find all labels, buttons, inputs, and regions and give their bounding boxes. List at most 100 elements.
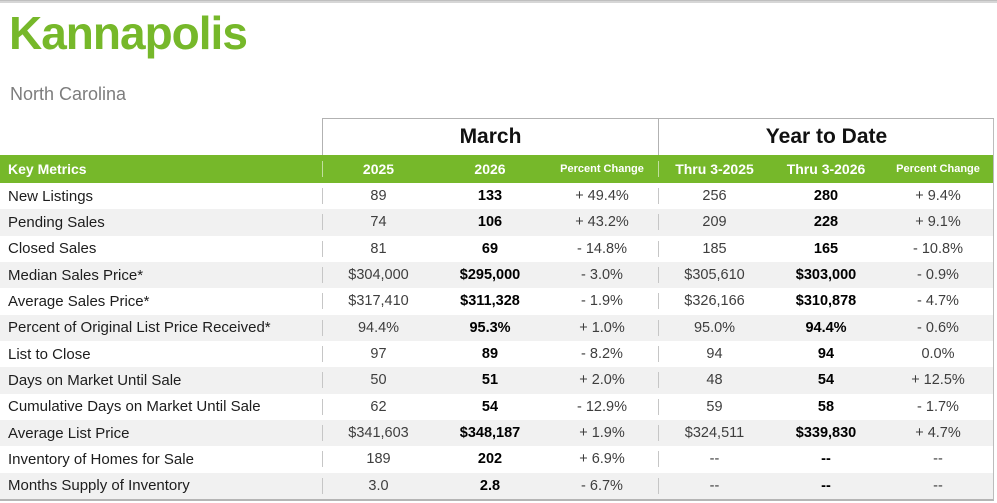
ytd-percent-change: - 4.7% <box>917 293 959 310</box>
ytd-prev-year-value: -- <box>658 451 770 468</box>
ytd-percent-change: - 0.9% <box>917 267 959 284</box>
ytd-current-year-value: 94 <box>817 346 835 363</box>
ytd-percent-change: + 12.5% <box>911 372 965 389</box>
ytd-prev-year-value: 94 <box>658 346 770 363</box>
ytd-current-year-value: 58 <box>817 398 835 415</box>
ytd-prev-year-value: 185 <box>658 240 770 257</box>
march-current-year-value: 2.8 <box>479 477 501 494</box>
key-metrics-table: March Year to Date Key Metrics 2025 2026… <box>0 118 994 501</box>
column-group-header-row: March Year to Date <box>0 118 994 155</box>
march-percent-change: + 6.9% <box>579 451 625 468</box>
column-header-march-2026: 2026 <box>474 161 506 177</box>
march-prev-year-value: 94.4% <box>322 319 434 336</box>
table-body: New Listings 89 133 + 49.4% 256 280 + 9.4% Pend… <box>0 183 993 499</box>
march-current-year-value: 89 <box>481 346 499 363</box>
column-group-year-to-date: Year to Date <box>658 118 994 155</box>
ytd-prev-year-value: 48 <box>658 372 770 389</box>
march-current-year-value: 202 <box>477 451 503 468</box>
metric-label: New Listings <box>8 187 94 205</box>
table-row: Median Sales Price* $304,000 $295,000 - 3.0… <box>0 261 993 289</box>
ytd-current-year-value: 54 <box>817 372 835 389</box>
column-header-march-2025: 2025 <box>322 161 434 177</box>
metric-label: Median Sales Price* <box>8 266 144 284</box>
march-percent-change: + 1.0% <box>579 319 625 336</box>
ytd-current-year-value: 280 <box>813 188 839 205</box>
ytd-percent-change: - 0.6% <box>917 319 959 336</box>
column-header-ytd-2025: Thru 3-2025 <box>658 161 770 177</box>
march-percent-change: - 6.7% <box>581 477 623 494</box>
ytd-percent-change: + 4.7% <box>915 425 961 442</box>
table-row: Cumulative Days on Market Until Sale 62 54… <box>0 393 993 420</box>
march-percent-change: - 3.0% <box>581 267 623 284</box>
march-current-year-value: $348,187 <box>459 425 521 442</box>
march-prev-year-value: 189 <box>322 451 434 468</box>
march-prev-year-value: 97 <box>322 346 434 363</box>
ytd-current-year-value: 228 <box>813 214 839 231</box>
march-current-year-value: 106 <box>477 214 503 231</box>
ytd-percent-change: 0.0% <box>921 346 955 363</box>
table-row: List to Close 97 89 - 8.2% 94 94 0.0% <box>0 340 993 368</box>
march-percent-change: - 14.8% <box>577 240 627 257</box>
ytd-percent-change: - 1.7% <box>917 398 959 415</box>
ytd-prev-year-value: $305,610 <box>658 267 770 284</box>
march-current-year-value: 133 <box>477 188 503 205</box>
metric-label: Closed Sales <box>8 240 97 258</box>
metric-label: Average Sales Price* <box>8 292 150 310</box>
march-prev-year-value: $304,000 <box>322 267 434 284</box>
top-divider <box>0 0 997 3</box>
metric-label: List to Close <box>8 345 91 363</box>
march-prev-year-value: 3.0 <box>322 477 434 494</box>
ytd-prev-year-value: 256 <box>658 188 770 205</box>
march-percent-change: + 2.0% <box>579 372 625 389</box>
table-row: New Listings 89 133 + 49.4% 256 280 + 9.4% <box>0 183 993 210</box>
table-row: Pending Sales 74 106 + 43.2% 209 228 + 9.1% <box>0 209 993 236</box>
metric-label: Months Supply of Inventory <box>8 477 190 495</box>
metric-label: Inventory of Homes for Sale <box>8 450 194 468</box>
ytd-percent-change: - 10.8% <box>913 240 963 257</box>
ytd-prev-year-value: 95.0% <box>658 319 770 336</box>
ytd-percent-change: + 9.4% <box>915 188 961 205</box>
table-row: Average List Price $341,603 $348,187 + 1.9%… <box>0 419 993 447</box>
march-percent-change: + 49.4% <box>575 188 629 205</box>
table-row: Inventory of Homes for Sale 189 202 + 6.9% -… <box>0 446 993 473</box>
march-prev-year-value: 62 <box>322 398 434 415</box>
ytd-prev-year-value: -- <box>658 477 770 494</box>
march-current-year-value: 69 <box>481 240 499 257</box>
metric-label: Cumulative Days on Market Until Sale <box>8 398 261 416</box>
table-corner-spacer <box>0 118 322 155</box>
column-header-ytd-percent-change: Percent Change <box>896 163 980 175</box>
ytd-current-year-value: -- <box>821 477 831 494</box>
column-header-row: Key Metrics 2025 2026 Percent Change Thr… <box>0 155 993 183</box>
march-current-year-value: 54 <box>481 398 499 415</box>
table-row: Closed Sales 81 69 - 14.8% 185 165 - 10.8% <box>0 235 993 262</box>
march-percent-change: + 1.9% <box>579 425 625 442</box>
key-metrics-header: Key Metrics <box>8 161 87 177</box>
page-title: Kannapolis <box>9 7 248 59</box>
march-percent-change: + 43.2% <box>575 214 629 231</box>
march-current-year-value: 95.3% <box>469 319 511 336</box>
ytd-current-year-value: $339,830 <box>795 425 857 442</box>
ytd-current-year-value: -- <box>821 451 831 468</box>
ytd-prev-year-value: 209 <box>658 214 770 231</box>
march-percent-change: - 8.2% <box>581 346 623 363</box>
march-percent-change: - 12.9% <box>577 398 627 415</box>
ytd-current-year-value: $303,000 <box>795 267 857 284</box>
march-prev-year-value: 74 <box>322 214 434 231</box>
ytd-current-year-value: 94.4% <box>805 319 847 336</box>
march-current-year-value: 51 <box>481 372 499 389</box>
ytd-percent-change: + 9.1% <box>915 214 961 231</box>
ytd-current-year-value: $310,878 <box>795 293 857 310</box>
march-prev-year-value: 81 <box>322 240 434 257</box>
ytd-prev-year-value: 59 <box>658 398 770 415</box>
table-row: Months Supply of Inventory 3.0 2.8 - 6.7% --… <box>0 472 993 499</box>
column-header-ytd-2026: Thru 3-2026 <box>786 161 866 177</box>
table-row: Average Sales Price* $317,410 $311,328 - 1.… <box>0 288 993 315</box>
march-current-year-value: $295,000 <box>459 267 521 284</box>
table-row: Percent of Original List Price Received*… <box>0 314 993 341</box>
march-current-year-value: $311,328 <box>460 293 520 310</box>
march-prev-year-value: $341,603 <box>322 425 434 442</box>
page-subtitle: North Carolina <box>10 84 127 104</box>
table-row: Days on Market Until Sale 50 51 + 2.0% 48 54 +… <box>0 367 993 394</box>
metric-label: Average List Price <box>8 424 130 442</box>
ytd-percent-change: -- <box>933 477 943 494</box>
